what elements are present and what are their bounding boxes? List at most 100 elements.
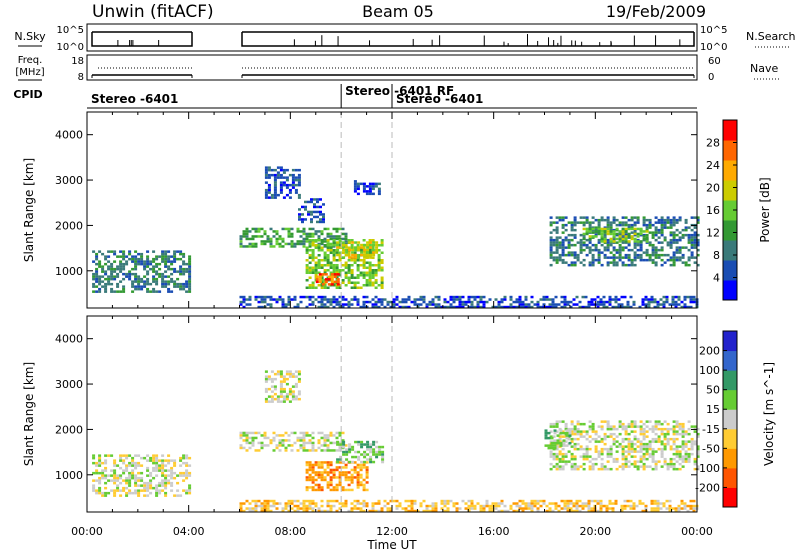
echo-cell xyxy=(308,507,312,510)
echo-cell xyxy=(323,461,327,464)
echo-cell xyxy=(425,303,429,306)
echo-cell xyxy=(573,223,577,227)
echo-cell xyxy=(512,509,516,513)
echo-cell xyxy=(467,504,471,508)
echo-cell xyxy=(410,502,414,505)
echo-cell xyxy=(299,235,303,238)
echo-cell xyxy=(285,392,289,396)
echo-cell xyxy=(291,181,295,184)
echo-cell xyxy=(269,242,273,246)
echo-cell xyxy=(630,258,634,262)
echo-cell xyxy=(363,253,367,257)
echo-cell xyxy=(623,504,627,508)
echo-cell xyxy=(131,471,135,475)
echo-cell xyxy=(639,240,643,243)
echo-cell xyxy=(167,474,171,477)
echo-cell xyxy=(555,455,559,458)
echo-cell xyxy=(251,439,255,442)
echo-cell xyxy=(681,460,685,463)
echo-cell xyxy=(293,431,297,435)
echo-cell xyxy=(281,444,285,447)
echo-cell xyxy=(356,478,360,482)
echo-cell xyxy=(276,372,280,376)
echo-cell xyxy=(671,303,675,306)
echo-cell xyxy=(188,277,192,281)
echo-cell xyxy=(347,276,351,279)
echo-cell xyxy=(395,499,399,503)
echo-cell xyxy=(653,298,657,301)
echo-cell xyxy=(290,242,294,246)
echo-cell xyxy=(313,205,316,209)
echo-cell xyxy=(648,243,652,247)
echo-cell xyxy=(573,430,577,433)
echo-cell xyxy=(341,246,345,249)
echo-cell xyxy=(95,285,99,288)
echo-cell xyxy=(630,235,634,238)
echo-cell xyxy=(627,432,631,436)
echo-cell xyxy=(573,251,577,254)
echo-cell xyxy=(692,298,696,301)
echo-cell xyxy=(92,275,96,278)
echo-cell xyxy=(131,476,135,480)
echo-cell xyxy=(636,440,640,443)
echo-cell xyxy=(266,444,270,447)
echo-cell xyxy=(386,300,390,304)
echo-cell xyxy=(368,239,372,242)
echo-cell xyxy=(378,453,382,456)
echo-cell xyxy=(341,269,345,272)
echo-cell xyxy=(579,465,583,468)
echo-cell xyxy=(293,245,297,248)
echo-cell xyxy=(569,305,573,309)
echo-cell xyxy=(305,249,309,252)
echo-cell xyxy=(582,435,586,438)
echo-cell xyxy=(669,460,673,463)
echo-cell xyxy=(338,434,342,437)
echo-cell xyxy=(689,295,693,299)
echo-cell xyxy=(110,469,114,472)
echo-cell xyxy=(335,271,339,274)
echo-cell xyxy=(347,271,351,274)
echo-cell xyxy=(503,295,507,299)
echo-cell xyxy=(632,303,636,306)
nsearch-tick-bottom: 10^0 xyxy=(700,42,727,53)
echo-cell xyxy=(254,507,258,510)
echo-cell xyxy=(621,437,625,441)
echo-cell xyxy=(356,259,360,262)
echo-cell xyxy=(672,241,676,244)
echo-cell xyxy=(681,425,685,428)
noise-strip: N.Sky 10^5 10^0 10^5 10^0 N.Search xyxy=(14,23,796,53)
echo-cell xyxy=(263,507,267,510)
echo-cell xyxy=(530,295,534,299)
echo-cell xyxy=(690,437,694,441)
echo-cell xyxy=(455,298,459,301)
echo-cell xyxy=(657,460,661,463)
echo-cell xyxy=(678,218,682,222)
echo-cell xyxy=(305,468,309,472)
echo-cell xyxy=(555,457,559,461)
echo-cell xyxy=(681,427,685,431)
echo-cell xyxy=(341,281,345,284)
echo-cell xyxy=(612,432,616,436)
echo-cell xyxy=(558,427,562,431)
echo-cell xyxy=(672,465,676,468)
echo-cell xyxy=(281,240,285,243)
echo-cell xyxy=(101,461,105,465)
echo-cell xyxy=(579,238,583,242)
echo-cell xyxy=(371,305,375,309)
echo-cell xyxy=(167,280,171,283)
echo-cell xyxy=(305,264,309,267)
echo-cell xyxy=(690,236,694,239)
echo-cell xyxy=(608,502,612,505)
echo-cell xyxy=(173,461,177,465)
echo-cell xyxy=(375,251,379,254)
echo-cell xyxy=(654,450,658,453)
echo-cell xyxy=(515,504,519,508)
echo-cell xyxy=(371,192,375,196)
echo-cell xyxy=(630,216,634,219)
echo-cell xyxy=(437,298,441,301)
echo-cell xyxy=(179,257,183,261)
echo-cell xyxy=(609,450,613,453)
echo-cell xyxy=(684,432,688,436)
echo-cell xyxy=(621,246,625,249)
echo-cell xyxy=(422,300,426,304)
